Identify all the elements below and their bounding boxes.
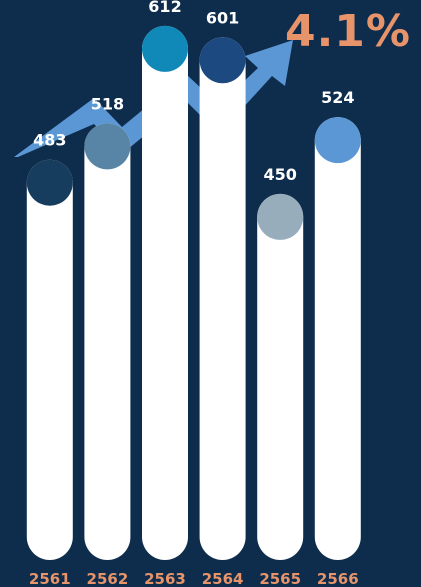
data-label: 612 (148, 0, 181, 16)
bar (314, 117, 361, 561)
x-tick-label: 2565 (259, 570, 301, 587)
data-label: 601 (206, 8, 239, 27)
x-tick-label: 2564 (202, 570, 244, 587)
bar-cap (257, 193, 304, 240)
data-label: 450 (263, 165, 296, 184)
data-label: 518 (91, 94, 124, 113)
bar-cap (199, 37, 246, 84)
x-tick-label: 2566 (317, 570, 359, 587)
x-tick-label: 2561 (29, 570, 71, 587)
bar (142, 25, 188, 561)
growth-percentage: 4.1% (284, 6, 411, 57)
bar (84, 123, 131, 560)
x-tick-label: 2563 (144, 570, 186, 587)
data-label: 483 (33, 131, 66, 150)
x-tick-label: 2562 (87, 570, 129, 587)
bar (257, 193, 304, 561)
bar (199, 37, 246, 560)
data-label: 524 (321, 88, 354, 107)
bar (26, 159, 73, 560)
bar-cap (142, 25, 188, 72)
bar-cap (314, 117, 361, 164)
bar-cap (84, 123, 131, 170)
bar-cap (26, 159, 73, 206)
